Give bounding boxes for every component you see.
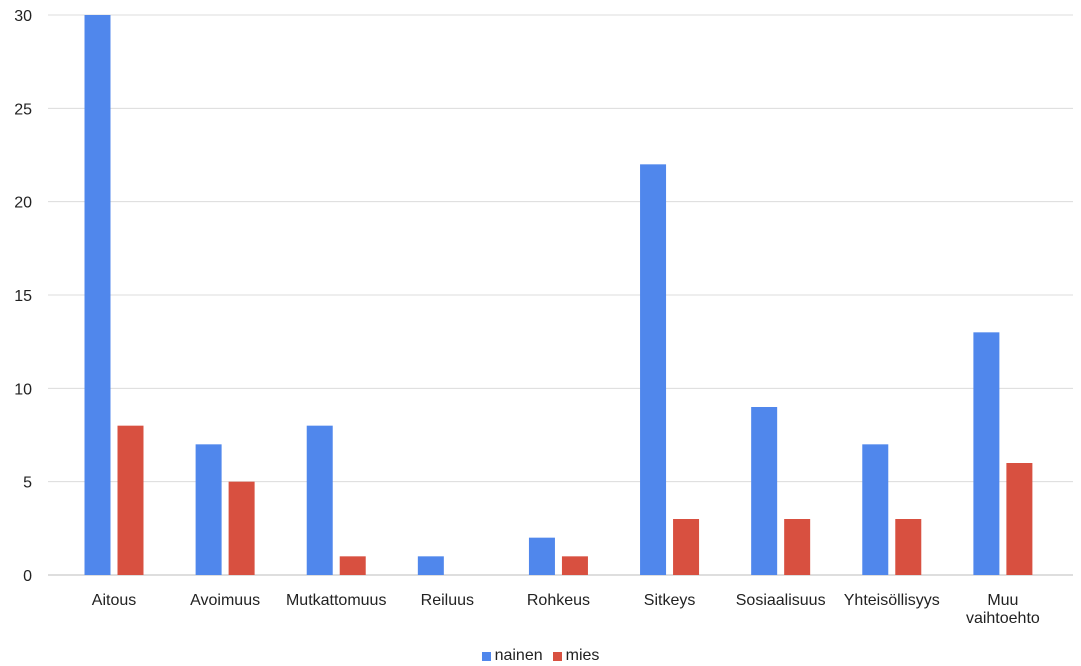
bar-mies-mutkattomuus	[339, 556, 366, 575]
bars	[84, 15, 1033, 576]
x-tick-label-muu-vaihtoehto: Muu vaihtoehto	[966, 592, 1040, 627]
legend-item-mies: mies	[552, 647, 600, 665]
x-tick-label-sosiaalisuus: Sosiaalisuus	[736, 592, 826, 609]
bar-mies-aitous	[117, 425, 144, 575]
bar-nainen-avoimuus	[195, 444, 222, 575]
legend-label-mies: mies	[565, 647, 600, 664]
x-tick-label-avoimuus: Avoimuus	[190, 592, 260, 609]
bar-mies-yhteisollisyys	[895, 519, 922, 575]
bar-nainen-reiluus	[417, 556, 444, 575]
bar-mies-sosiaalisuus	[784, 519, 811, 575]
x-tick-label-sitkeys: Sitkeys	[644, 592, 696, 609]
legend-item-nainen: nainen	[481, 647, 543, 665]
x-tick-label-mutkattomuus: Mutkattomuus	[286, 592, 386, 609]
legend-swatch-nainen	[481, 651, 491, 661]
x-tick-label-reiluus: Reiluus	[421, 592, 474, 609]
bar-mies-muu-vaihtoehto	[1006, 463, 1033, 575]
bar-nainen-yhteisollisyys	[862, 444, 889, 575]
x-tick-label-aitous: Aitous	[92, 592, 136, 609]
y-tick-label-5: 5	[23, 475, 32, 492]
bar-mies-sitkeys	[673, 519, 700, 575]
bar-chart: 0 5 10 15 20 25 30 Aitous Avoimuus Mutkattomuus R…	[14, 8, 1073, 627]
y-tick-label-30: 30	[14, 8, 32, 25]
bar-nainen-mutkattomuus	[306, 425, 333, 575]
y-tick-label-20: 20	[14, 195, 32, 212]
legend-swatch-mies	[552, 651, 562, 661]
x-axis-category-labels: Aitous Avoimuus Mutkattomuus Reiluus Rohkeus…	[92, 592, 1040, 627]
y-tick-label-0: 0	[23, 568, 32, 585]
x-tick-label-rohkeus: Rohkeus	[527, 592, 590, 609]
y-tick-label-10: 10	[14, 381, 32, 398]
bar-mies-rohkeus	[561, 556, 588, 575]
bar-nainen-rohkeus	[528, 537, 555, 575]
legend-label-nainen: nainen	[494, 647, 543, 664]
bar-mies-avoimuus	[228, 481, 255, 575]
bar-nainen-muu-vaihtoehto	[973, 332, 1000, 575]
bar-nainen-sitkeys	[640, 164, 667, 576]
bar-nainen-sosiaalisuus	[751, 407, 778, 575]
x-tick-label-yhteisollisyys: Yhteisöllisyys	[844, 592, 940, 609]
y-tick-label-15: 15	[14, 288, 32, 305]
bar-nainen-aitous	[84, 15, 111, 575]
y-axis-tick-labels: 0 5 10 15 20 25 30	[14, 8, 32, 585]
chart-legend: nainen mies	[0, 647, 1081, 665]
y-tick-label-25: 25	[14, 101, 32, 118]
